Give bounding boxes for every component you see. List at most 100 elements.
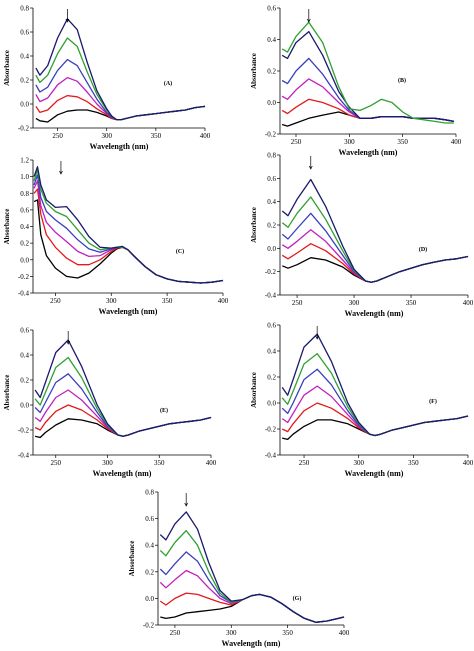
y-tick-label: -0.2 <box>18 427 30 435</box>
series-line <box>34 404 212 437</box>
y-tick-label: 0.2 <box>267 68 276 76</box>
x-tick-label: 350 <box>282 629 293 637</box>
series-line <box>159 551 345 623</box>
series-line <box>281 368 469 437</box>
panel-label: (B) <box>398 77 406 84</box>
x-tick-label: 400 <box>206 459 217 467</box>
panel-label: (G) <box>293 595 302 602</box>
y-tick-label: 0.4 <box>267 36 276 44</box>
x-axis-label: Wavelength (nm) <box>345 309 404 318</box>
chart-panel: 250 300 350 400 -0.2 0.0 0.2 0.4 0.6 0.8 Wavelengt… <box>128 489 350 649</box>
series-line <box>159 529 345 623</box>
series-line <box>34 416 212 439</box>
x-tick-label: 250 <box>52 132 63 140</box>
series-line <box>33 199 224 284</box>
x-axis-label: Wavelength (nm) <box>90 142 149 151</box>
panel-label: (E) <box>160 407 168 414</box>
x-axis-label: Wavelength (nm) <box>222 639 281 648</box>
x-tick-label: 350 <box>151 132 162 140</box>
y-tick-label: 0.0 <box>267 400 276 408</box>
y-tick-label: 0.4 <box>20 53 29 61</box>
y-tick-label: -0.4 <box>18 452 30 460</box>
decrease-arrow-head <box>65 18 70 23</box>
y-axis-label: Absorbance <box>128 541 136 577</box>
y-tick-label: 0.8 <box>267 152 276 160</box>
series-line <box>281 111 455 127</box>
chart-panel: 250 300 350 400 -0.4 -0.2 0.0 0.2 0.4 0.6 Waveleng… <box>3 327 217 479</box>
x-axis-label: Wavelength (nm) <box>93 469 152 478</box>
y-tick-label: 1.2 <box>20 157 29 165</box>
y-tick-label: 0.2 <box>20 240 29 248</box>
x-axis-label: Wavelength (nm) <box>99 307 158 316</box>
x-tick-label: 400 <box>463 459 474 467</box>
y-axis-label: Absorbance <box>3 209 11 245</box>
y-tick-label: 0.6 <box>20 327 29 335</box>
y-tick-label: 0.0 <box>267 245 276 253</box>
panel-label: (D) <box>419 246 427 253</box>
panel-label: (C) <box>176 248 184 255</box>
y-tick-label: 0.4 <box>20 223 29 231</box>
y-tick-label: 0.0 <box>20 101 29 109</box>
y-axis-label: Absorbance <box>250 53 258 89</box>
y-tick-label: 0.8 <box>20 5 29 13</box>
series-line <box>160 593 345 623</box>
decrease-arrow-head <box>308 165 313 170</box>
y-tick-label: -0.2 <box>265 268 277 276</box>
y-tick-label: 0.2 <box>20 77 29 85</box>
series-line <box>159 569 345 623</box>
y-tick-label: -0.2 <box>265 131 277 139</box>
x-tick-label: 300 <box>106 297 117 305</box>
series-line <box>159 592 345 623</box>
decrease-arrow-head <box>66 340 70 345</box>
series-line <box>281 21 454 124</box>
series-line <box>281 243 469 283</box>
series-line <box>33 166 224 284</box>
y-axis-label: Absorbance <box>250 207 258 243</box>
y-tick-label: 0.8 <box>20 190 29 198</box>
series-line <box>33 180 224 284</box>
series-line <box>34 339 212 437</box>
series-line <box>281 30 455 123</box>
x-tick-label: 350 <box>154 459 165 467</box>
series-line <box>281 402 469 437</box>
series-line <box>34 356 212 437</box>
y-tick-label: 0.0 <box>145 595 154 603</box>
x-tick-label: 250 <box>299 459 310 467</box>
series-line <box>281 196 469 283</box>
decrease-arrow-head <box>306 18 311 23</box>
x-tick-label: 300 <box>226 629 237 637</box>
y-tick-label: 0.0 <box>20 256 29 264</box>
y-tick-label: 0.8 <box>145 489 154 497</box>
decrease-arrow-head <box>315 335 319 340</box>
series-line <box>281 385 469 437</box>
x-tick-label: 400 <box>463 299 474 307</box>
x-tick-label: 300 <box>349 299 360 307</box>
x-tick-label: 350 <box>408 459 419 467</box>
series-line <box>35 94 206 121</box>
y-tick-label: 0.6 <box>20 206 29 214</box>
y-axis-label: Absorbance <box>3 375 11 411</box>
y-tick-label: 0.0 <box>267 99 276 107</box>
x-tick-label: 300 <box>102 459 113 467</box>
series-line <box>281 229 469 283</box>
y-tick-label: 0.6 <box>145 515 154 523</box>
series-line <box>33 174 224 284</box>
y-tick-label: 0.4 <box>145 542 154 550</box>
series-line <box>281 212 469 283</box>
decrease-arrow-head <box>184 502 188 507</box>
y-tick-label: -0.2 <box>18 125 30 133</box>
x-tick-label: 250 <box>292 299 303 307</box>
y-tick-label: 0.0 <box>20 402 29 410</box>
y-axis-label: Absorbance <box>250 372 258 408</box>
y-tick-label: -0.4 <box>265 452 277 460</box>
y-tick-label: -0.4 <box>265 292 277 300</box>
x-tick-label: 400 <box>339 629 350 637</box>
series-line <box>33 169 224 284</box>
y-tick-label: 0.6 <box>20 29 29 37</box>
x-axis-label: Wavelength (nm) <box>339 148 398 157</box>
x-tick-label: 300 <box>344 138 355 146</box>
x-tick-label: 300 <box>101 132 112 140</box>
y-tick-label: -0.2 <box>18 273 30 281</box>
series-line <box>34 389 212 437</box>
y-tick-label: 0.4 <box>267 348 276 356</box>
